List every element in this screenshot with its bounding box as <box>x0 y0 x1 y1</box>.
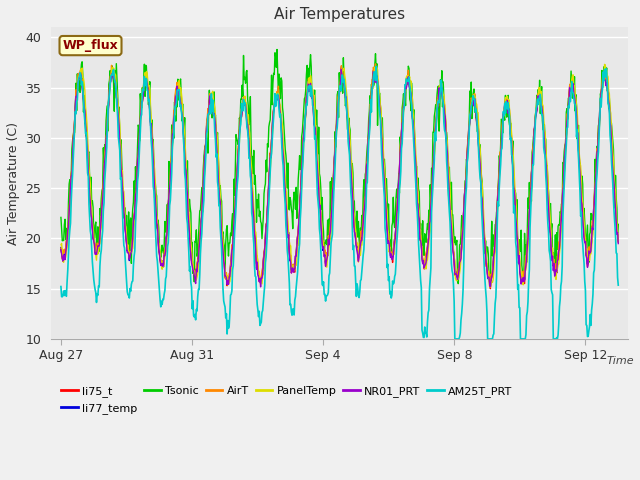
li77_temp <box>614 238 622 243</box>
Tsonic <box>273 47 281 52</box>
NR01_PRT <box>347 167 355 173</box>
NR01_PRT <box>614 240 622 246</box>
NR01_PRT <box>170 116 178 122</box>
li77_temp <box>394 190 402 196</box>
li75_t <box>170 116 178 122</box>
AirT <box>57 245 65 251</box>
NR01_PRT <box>337 67 345 72</box>
li77_temp <box>347 166 355 172</box>
Line: Tsonic: Tsonic <box>61 49 618 286</box>
AM25T_PRT <box>346 152 353 158</box>
PanelTemp <box>346 127 353 133</box>
Line: li77_temp: li77_temp <box>61 67 618 284</box>
Line: li75_t: li75_t <box>61 69 618 288</box>
li75_t <box>337 66 345 72</box>
AirT <box>614 239 622 244</box>
AM25T_PRT <box>170 131 178 136</box>
li77_temp <box>57 245 65 251</box>
PanelTemp <box>483 260 491 266</box>
AirT <box>394 199 401 205</box>
AirT <box>132 187 140 193</box>
Line: PanelTemp: PanelTemp <box>61 64 618 287</box>
li77_temp <box>170 114 178 120</box>
PanelTemp <box>170 121 178 127</box>
NR01_PRT <box>257 284 264 290</box>
NR01_PRT <box>484 275 492 280</box>
li77_temp <box>132 188 140 193</box>
Tsonic <box>484 244 492 250</box>
PanelTemp <box>393 218 401 224</box>
PanelTemp <box>486 284 493 290</box>
li75_t <box>346 155 354 160</box>
li77_temp <box>223 281 231 287</box>
AirT <box>346 139 353 144</box>
AirT <box>121 208 129 214</box>
NR01_PRT <box>132 189 140 195</box>
Tsonic <box>57 215 65 220</box>
AirT <box>486 284 494 290</box>
AM25T_PRT <box>121 245 129 251</box>
NR01_PRT <box>394 188 402 193</box>
Line: NR01_PRT: NR01_PRT <box>61 70 618 287</box>
Tsonic <box>132 178 140 184</box>
Tsonic <box>614 221 622 227</box>
PanelTemp <box>614 237 622 243</box>
li75_t <box>121 211 129 217</box>
PanelTemp <box>121 202 129 208</box>
AM25T_PRT <box>132 205 140 211</box>
AirT <box>484 273 492 278</box>
li75_t <box>132 187 140 192</box>
AirT <box>170 108 178 114</box>
Tsonic <box>394 195 401 201</box>
Line: AM25T_PRT: AM25T_PRT <box>61 66 618 339</box>
li75_t <box>394 200 401 206</box>
li75_t <box>486 286 494 291</box>
AirT <box>372 61 380 67</box>
li77_temp <box>121 212 129 217</box>
NR01_PRT <box>57 247 65 252</box>
AM25T_PRT <box>57 284 65 289</box>
Title: Air Temperatures: Air Temperatures <box>274 7 405 22</box>
Tsonic <box>346 127 354 133</box>
li77_temp <box>337 64 345 70</box>
NR01_PRT <box>121 214 129 219</box>
li75_t <box>484 272 492 278</box>
Y-axis label: Air Temperature (C): Air Temperature (C) <box>7 121 20 245</box>
Text: WP_flux: WP_flux <box>63 39 118 52</box>
Tsonic <box>170 135 178 141</box>
PanelTemp <box>132 193 140 199</box>
Line: AirT: AirT <box>61 64 618 287</box>
li75_t <box>614 239 622 245</box>
li75_t <box>57 246 65 252</box>
PanelTemp <box>57 242 65 248</box>
AM25T_PRT <box>614 282 622 288</box>
AM25T_PRT <box>394 230 401 236</box>
Text: Time: Time <box>606 356 634 366</box>
AM25T_PRT <box>484 336 492 342</box>
AM25T_PRT <box>372 63 380 69</box>
Tsonic <box>121 209 129 215</box>
AM25T_PRT <box>451 336 459 342</box>
Tsonic <box>486 283 494 289</box>
Legend: li75_t, li77_temp, Tsonic, AirT, PanelTemp, NR01_PRT, AM25T_PRT: li75_t, li77_temp, Tsonic, AirT, PanelTe… <box>57 382 517 418</box>
PanelTemp <box>601 61 609 67</box>
li77_temp <box>484 276 492 282</box>
